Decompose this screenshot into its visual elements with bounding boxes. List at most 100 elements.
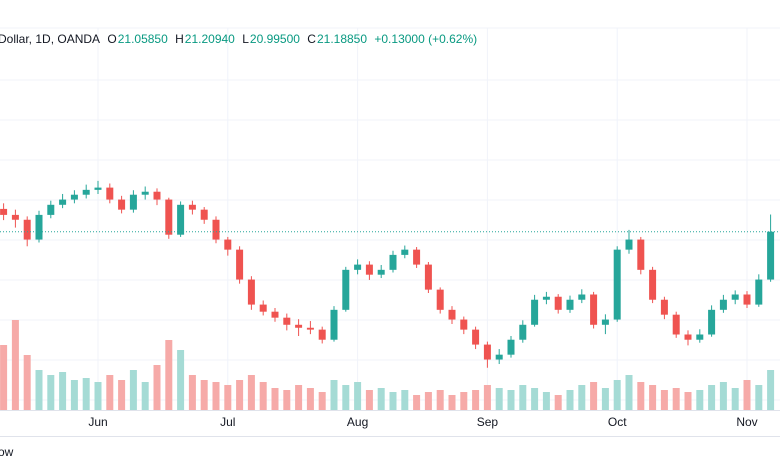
volume-bar [649,385,657,410]
volume-bar [483,385,491,410]
candle-body [200,209,208,220]
volume-bar [413,395,421,410]
candle-body [767,231,775,280]
x-tick-label: Jul [220,415,235,429]
volume-bar [554,395,562,410]
volume-bar [354,382,362,410]
candle-body [47,204,55,215]
footer-text: ow [0,445,14,459]
change: +0.13000 (+0.62%) [374,32,478,46]
volume-bar [11,320,19,410]
candle-body [106,187,114,200]
candle-body [354,264,362,270]
candle-body [0,208,8,215]
candle-body [743,294,751,305]
candle-body [283,317,291,325]
candle-body [342,269,350,310]
volume-bar [23,355,31,410]
volume-bar [601,388,609,410]
volume-bar [590,382,598,410]
candle-body [259,304,267,312]
volume-bar [177,350,185,410]
candle-body [295,324,303,328]
key: H [175,32,184,46]
candle-body [601,319,609,325]
candle-body [719,299,727,310]
candle-body [448,309,456,320]
volume-bar [0,345,8,410]
x-tick-label: Nov [736,415,757,429]
candle-body [472,329,480,345]
volume-bar [531,388,539,410]
volume-bar [566,390,574,410]
volume-bar [507,390,515,410]
volume-bar [637,382,645,410]
candle-body [236,249,244,280]
volume-bar [70,380,78,410]
candle-body [188,204,196,210]
volume-bar [200,380,208,410]
volume-bar [188,375,196,410]
legend-header: Dollar, 1D, OANDA O21.05850 H21.20940 L2… [0,32,477,46]
volume-bar [59,372,67,410]
volume-bar [365,390,373,410]
volume-bar [625,375,633,410]
candle-body [696,334,704,340]
volume-bar [318,392,326,410]
volume-bar [767,370,775,410]
candle-body [684,334,692,340]
candle-body [755,279,763,305]
candle-body [401,249,409,255]
candle-body [554,296,562,310]
candle-body [731,294,739,300]
ohlc-open: O21.05850 [107,32,167,46]
key: C [307,32,316,46]
candle-body [578,294,586,300]
candle-body [365,264,373,275]
ohlc-low: L20.99500 [242,32,300,46]
candle-body [507,339,515,355]
symbol: Dollar, 1D, OANDA [0,32,101,46]
volume-bar [129,370,137,410]
ohlc-close: C21.18850 [307,32,367,46]
volume-bar [719,382,727,410]
candle-body [660,299,668,315]
value: 21.05850 [117,32,168,46]
key: O [107,32,117,46]
volume-bar [141,382,149,410]
volume-bar [82,378,90,410]
volume-bar [542,392,550,410]
ohlc-high: H21.20940 [175,32,235,46]
grid [0,27,780,401]
candle-body [672,314,680,335]
volume-bar [236,380,244,410]
volume-bar [672,388,680,410]
candle-body [424,264,432,290]
volume-bar [519,385,527,410]
volume-bar [94,382,102,410]
candle-body [460,319,468,330]
volume-bar [377,388,385,410]
candle-body [271,311,279,318]
volume-bar [35,370,43,410]
candle-body [177,204,185,235]
x-tick-label: Aug [347,415,368,429]
candle-body [129,194,137,210]
volume-bar [472,390,480,410]
key: L [242,32,249,46]
candle-body [531,299,539,325]
value: 20.99500 [249,32,300,46]
volume-bar [460,392,468,410]
candle-body [637,239,645,270]
volume-bar [271,388,279,410]
candle-body [94,187,102,190]
volume-bar [755,385,763,410]
candle-body [708,309,716,335]
volume-bar [118,380,126,410]
volume-bar [224,385,232,410]
candle-body [519,324,527,340]
volume-bar [47,375,55,410]
candle-body [212,219,220,240]
